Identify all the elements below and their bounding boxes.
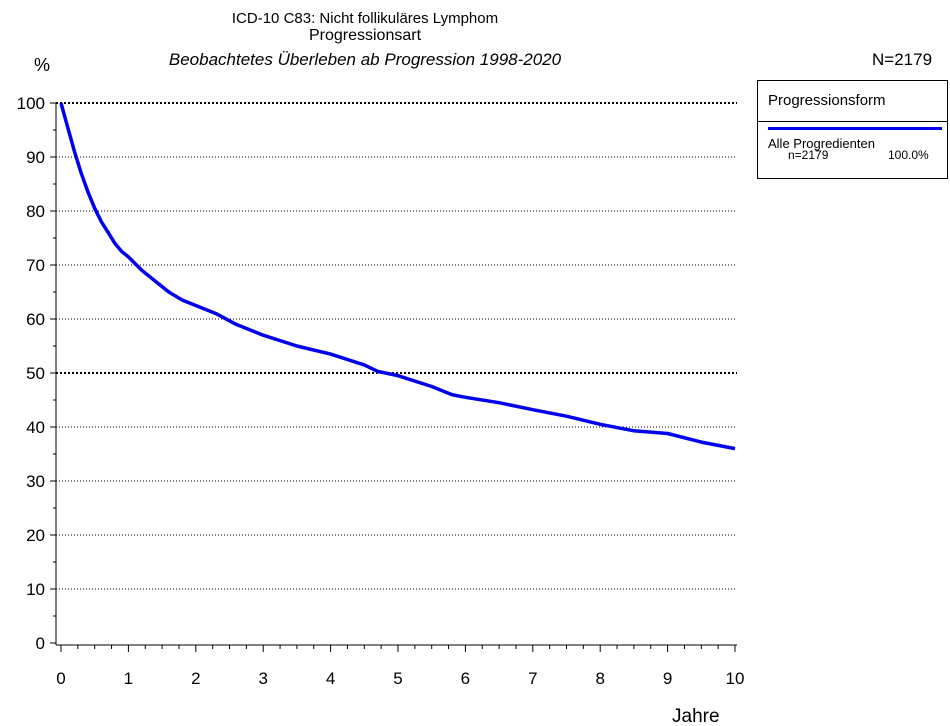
x-tick-label-6: 6 <box>461 669 470 688</box>
x-tick-label-5: 5 <box>393 669 402 688</box>
x-tick-label-2: 2 <box>191 669 200 688</box>
chart-subtitle-2: Beobachtetes Überleben ab Progression 19… <box>168 50 562 69</box>
chart-title: ICD-10 C83: Nicht follikuläres Lymphom <box>231 10 499 27</box>
y-tick-label-0: 0 <box>36 634 45 653</box>
x-tick-label-3: 3 <box>258 669 267 688</box>
legend-divider <box>758 121 947 122</box>
x-tick-label-1: 1 <box>124 669 133 688</box>
chart-subtitle: Progressionsart <box>308 27 422 44</box>
series-line-alle-progredienten <box>59 102 736 451</box>
y-tick-label-10: 10 <box>26 580 45 599</box>
y-tick-label-90: 90 <box>26 148 45 167</box>
y-tick-label-80: 80 <box>26 202 45 221</box>
axes <box>55 103 737 646</box>
y-tick-label-60: 60 <box>26 310 45 329</box>
y-axis-label: % <box>34 55 50 75</box>
tick-labels: 0 10 20 30 40 50 60 70 80 90 100 0 1 2 3 4 5 6 7 8 9 10 <box>17 94 745 688</box>
y-tick-label-70: 70 <box>26 256 45 275</box>
y-tick-label-50: 50 <box>26 364 45 383</box>
x-axis-label: Jahre <box>672 706 720 726</box>
total-n-label: N=2179 <box>872 50 933 69</box>
y-tick-label-30: 30 <box>26 472 45 491</box>
x-tick-label-10: 10 <box>726 669 745 688</box>
y-tick-label-40: 40 <box>26 418 45 437</box>
y-tick-label-20: 20 <box>26 526 45 545</box>
y-tick-label-100: 100 <box>17 94 45 113</box>
legend-entry-n: n=2179 <box>788 148 829 162</box>
grid-lines <box>56 102 737 590</box>
x-tick-label-8: 8 <box>595 669 604 688</box>
x-tick-label-9: 9 <box>663 669 672 688</box>
x-tick-label-7: 7 <box>528 669 537 688</box>
x-tick-label-0: 0 <box>56 669 65 688</box>
ticks <box>50 102 736 652</box>
legend-entry-label: Alle Progredienten <box>768 136 875 151</box>
x-tick-label-4: 4 <box>326 669 335 688</box>
legend-swatch-alle-progredienten <box>768 127 942 130</box>
legend-title: Progressionsform <box>768 92 886 109</box>
legend-box: Progressionsform Alle Progredienten n=21… <box>757 80 948 179</box>
legend-entry-pct: 100.0% <box>888 148 929 162</box>
